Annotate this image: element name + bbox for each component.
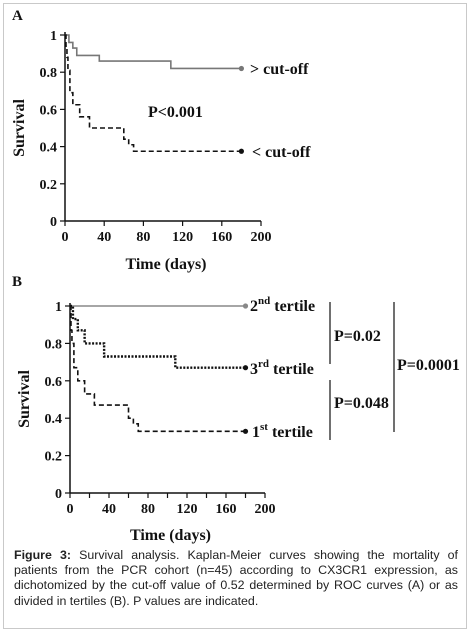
x-tick-label-b: 160 (216, 502, 237, 517)
p-value-b-3rd-1st: P=0.048 (334, 395, 389, 412)
legend-a-high: > cut-off (250, 61, 309, 78)
series-line-b-2 (70, 305, 246, 433)
legend-b-3rd-word: tertile (273, 361, 314, 378)
y-tick-label-b: 0.8 (45, 337, 63, 352)
series-line-a-0 (65, 34, 242, 70)
legend-b-2nd-num: 2 (250, 298, 258, 315)
series-end-marker-a-1 (238, 148, 244, 154)
series-end-marker-b-1 (242, 365, 249, 371)
y-tick-label-b: 0 (55, 487, 62, 502)
y-tick-label-a: 0.4 (40, 141, 58, 156)
panel-b-label: B (12, 274, 22, 290)
x-tick-label-a: 160 (211, 230, 232, 245)
x-axis-title-b: Time (days) (130, 527, 211, 544)
legend-b-1st: 1st tertile (252, 421, 313, 441)
x-tick-label-b: 80 (141, 502, 155, 517)
x-tick-label-a: 80 (136, 230, 150, 245)
x-tick-label-b: 120 (177, 502, 198, 517)
panel-a-label: A (12, 8, 23, 24)
legend-b-2nd: 2nd tertile (250, 295, 315, 315)
legend-b-3rd: 3rd tertile (250, 358, 314, 378)
y-tick-label-a: 0.6 (40, 103, 58, 118)
series-end-marker-b-0 (242, 303, 249, 309)
legend-b-1st-word: tertile (272, 424, 313, 441)
panel-a-chart: 0 0.2 0.4 0.6 0.8 1 0 40 80 120 160 200 Time (days) S… (11, 29, 272, 273)
caption-label: Figure 3: (14, 548, 71, 562)
panel-b-chart: 0 0.2 0.4 0.6 0.8 1 0 40 80 120 160 200 Time (days) S… (16, 300, 276, 544)
p-value-b-2nd-3rd: P=0.02 (334, 328, 381, 345)
y-tick-label-b: 0.6 (45, 375, 63, 390)
series-line-b-1 (70, 304, 246, 369)
y-tick-label-a: 0 (50, 215, 57, 230)
caption-text: Survival analysis. Kaplan-Meier curves s… (14, 548, 458, 608)
y-tick-label-b: 0.2 (45, 450, 63, 465)
legend-a-low: < cut-off (252, 144, 311, 161)
x-tick-label-b: 0 (67, 502, 74, 517)
series-end-marker-a-0 (238, 65, 244, 72)
y-tick-label-a: 0.2 (40, 178, 58, 193)
legend-b-1st-num: 1 (252, 424, 260, 441)
y-tick-label-b: 0.4 (45, 412, 63, 427)
x-tick-label-a: 200 (251, 230, 272, 245)
legend-b-2nd-word: tertile (274, 298, 315, 315)
legend-b-3rd-num: 3 (250, 361, 258, 378)
y-tick-label-b: 1 (55, 300, 62, 315)
figure-frame (3, 3, 467, 629)
y-tick-label-a: 1 (50, 29, 57, 44)
x-tick-label-b: 40 (102, 502, 116, 517)
series-line-a-1 (65, 34, 242, 153)
y-axis-title-a: Survival (11, 99, 28, 157)
legend-b-3rd-sup: rd (258, 358, 269, 370)
legend-b-2nd-sup: nd (258, 295, 270, 307)
figure-caption: Figure 3: Survival analysis. Kaplan-Meie… (14, 548, 458, 609)
x-axis-title-a: Time (days) (125, 256, 206, 273)
x-tick-label-a: 40 (97, 230, 111, 245)
p-value-b-2nd-1st: P=0.0001 (397, 357, 460, 374)
x-tick-label-b: 200 (255, 502, 276, 517)
y-tick-label-a: 0.8 (40, 66, 58, 81)
legend-b-1st-sup: st (260, 421, 268, 433)
series-end-marker-b-2 (242, 428, 249, 434)
y-axis-title-b: Survival (16, 370, 33, 428)
x-tick-label-a: 0 (62, 230, 69, 245)
p-value-a: P<0.001 (148, 104, 203, 121)
x-tick-label-a: 120 (172, 230, 193, 245)
